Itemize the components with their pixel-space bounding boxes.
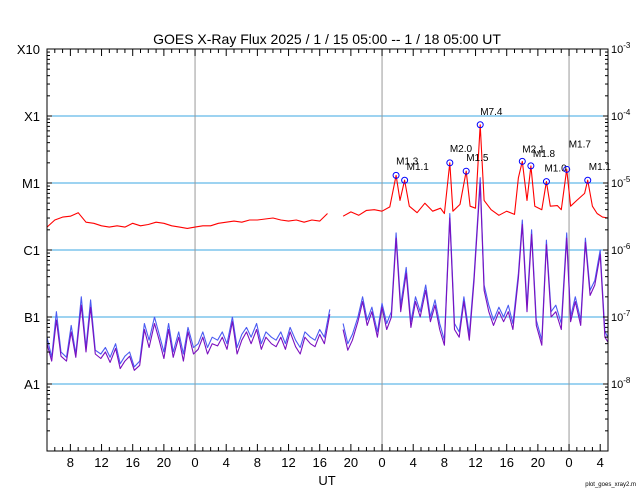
flare-marker: [476, 121, 484, 129]
right-tick-label: 10-6: [611, 242, 631, 257]
x-tick-label: 4: [223, 455, 230, 470]
right-tick-base: 10: [611, 111, 623, 123]
right-tick-exponent: -4: [623, 108, 631, 117]
flare-marker: [563, 165, 571, 173]
right-tick-base: 10: [611, 312, 623, 324]
left-tick-label: M1: [22, 176, 40, 191]
x-tick-label: 12: [94, 455, 108, 470]
x-tick-label: 8: [441, 455, 448, 470]
x-axis-label: UT: [318, 473, 335, 488]
right-tick-exponent: -8: [623, 376, 631, 385]
right-tick-label: 10-3: [611, 41, 631, 56]
right-tick-exponent: -5: [623, 175, 631, 184]
grid-layer: [47, 49, 608, 451]
right-tick-label: 10-5: [611, 175, 631, 190]
x-tick-label: 8: [254, 455, 261, 470]
flare-marker: [462, 167, 470, 175]
right-tick-label: 10-4: [611, 108, 631, 123]
flare-label: M1.5: [466, 153, 489, 164]
x-tick-label: 20: [531, 455, 545, 470]
flare-marker: [446, 159, 454, 167]
x-tick-label: 8: [67, 455, 74, 470]
x-tick-label: 12: [468, 455, 482, 470]
right-tick-exponent: -7: [623, 309, 631, 318]
flare-marker: [542, 178, 550, 186]
left-tick-label: C1: [23, 243, 40, 258]
flare-layer: M1.3M1.1M2.0M1.5M7.4M2.1M1.8M1.0M1.7M1.1: [392, 107, 612, 186]
flare-label: M1.8: [533, 149, 556, 160]
flare-label: M1.1: [589, 162, 612, 173]
flare-label: M7.4: [480, 107, 503, 118]
x-tick-label: 16: [312, 455, 326, 470]
x-tick-label: 12: [281, 455, 295, 470]
chart-title: GOES X-Ray Flux 2025 / 1 / 15 05:00 -- 1…: [153, 31, 501, 47]
flare-marker: [527, 162, 535, 170]
right-tick-base: 10: [611, 245, 623, 257]
series-line-1: [46, 177, 609, 368]
x-tick-label: 20: [344, 455, 358, 470]
right-tick-base: 10: [611, 44, 623, 56]
flare-label: M1.0: [544, 164, 567, 175]
series-line-0: [46, 124, 609, 229]
right-tick-exponent: -3: [623, 41, 631, 50]
flare-marker: [584, 176, 592, 184]
credit-text: plot_goes_xray2.m: [585, 482, 636, 488]
flare-label: M1.1: [407, 162, 430, 173]
right-tick-base: 10: [611, 379, 623, 391]
x-tick-label: 16: [499, 455, 513, 470]
flare-label: M2.1: [522, 144, 545, 155]
flare-label: M2.0: [450, 144, 473, 155]
flare-label: M1.3: [396, 156, 419, 167]
left-tick-label: X10: [17, 42, 40, 57]
left-tick-label: A1: [24, 377, 40, 392]
flare-marker: [518, 157, 526, 165]
x-tick-label: 4: [410, 455, 417, 470]
right-tick-label: 10-7: [611, 309, 631, 324]
x-tick-label: 0: [565, 455, 572, 470]
right-tick-base: 10: [611, 178, 623, 190]
x-tick-label: 0: [378, 455, 385, 470]
left-tick-label: B1: [24, 310, 40, 325]
x-tick-label: 20: [157, 455, 171, 470]
left-tick-label: X1: [24, 109, 40, 124]
x-tick-label: 4: [597, 455, 604, 470]
flare-marker: [401, 176, 409, 184]
flare-label: M1.7: [569, 139, 592, 150]
right-tick-exponent: -6: [623, 242, 631, 251]
right-tick-label: 10-8: [611, 376, 631, 391]
x-tick-label: 16: [125, 455, 139, 470]
series-layer: [46, 124, 609, 371]
x-tick-label: 0: [191, 455, 198, 470]
flare-marker: [392, 171, 400, 179]
series-line-2: [46, 182, 609, 371]
